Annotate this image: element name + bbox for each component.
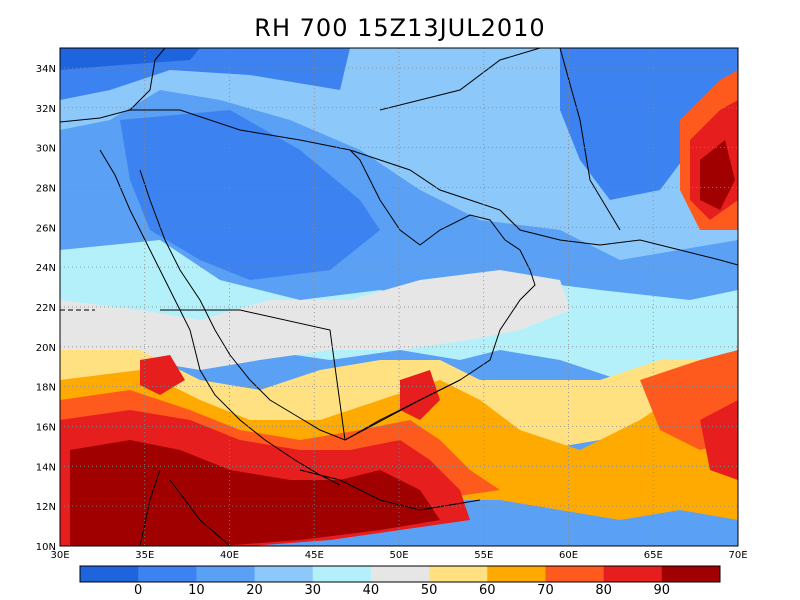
lon-tick-label: 40E [220,550,239,561]
field-red-yemen [400,370,440,420]
lat-tick-label: 22N [36,303,56,314]
lat-tick-label: 30N [36,144,56,155]
lat-tick-label: 18N [36,383,56,394]
lon-tick-label: 65E [644,550,663,561]
lat-tick-label: 16N [36,422,56,433]
border-sudan [139,469,161,546]
lon-tick-label: 55E [474,550,493,561]
border-yemen-oman [344,379,461,441]
coastlines [60,48,738,546]
lat-tick-label: 14N [36,462,56,473]
border-saudi-yemen [160,309,346,441]
colorbar-swatch [138,566,197,582]
colorbar-labels: 0 10 20 30 40 50 60 70 80 90 [134,583,670,598]
lon-tick-label: 60E [559,550,578,561]
lat-tick-label: 28N [36,183,56,194]
lon-tick-label: 35E [135,550,154,561]
coast-somalia [299,469,481,511]
colorbar-swatch [312,566,372,582]
colorbar-label: 70 [537,583,554,598]
lat-tick-label: 26N [36,223,56,234]
coast-red-sea-west [99,149,341,486]
lon-tick-labels: 30E 35E 40E 45E 50E 55E 60E 65E 70E [50,550,747,561]
border-ethiopia [169,479,231,546]
lat-tick-label: 34N [36,64,56,75]
field-darkred-south [70,440,440,546]
lat-tick-label: 20N [36,343,56,354]
colorbar-frame [79,565,721,583]
lon-tick-label: 30E [50,550,69,561]
colorbar-swatch [254,566,314,582]
field-arabia-blue [120,110,380,280]
border-afghanistan [559,48,621,231]
field-darkred-ne [700,140,735,210]
field-red-se [700,400,738,480]
lon-tick-label: 45E [305,550,324,561]
colorbar-swatch [370,566,430,582]
plot-frame [59,47,739,547]
colorbar-label: 10 [188,583,205,598]
lat-tick-labels: 10N 12N 14N 16N 18N 20N 22N 24N 26N 28N 30N 32N 34N [36,64,56,553]
colorbar-label: 60 [479,583,496,598]
field-gray-band [60,270,570,370]
colorbar-label: 90 [654,583,671,598]
map-title: RH 700 15Z13JUL2010 [254,14,546,42]
lat-tick-label: 12N [36,502,56,513]
colorbar-swatch [487,566,546,582]
field-ne-blue [560,48,738,200]
colorbar-swatch [80,566,139,582]
colorbar-label: 80 [595,583,612,598]
field-red-sudan [140,355,185,395]
lat-tick-label: 10N [36,542,56,553]
lon-tick-label: 70E [728,550,747,561]
colorbar-swatch [603,566,663,582]
colorbar-swatch [429,566,488,582]
colorbar-label: 40 [363,583,380,598]
coast-levant [60,48,166,123]
map-grid [60,48,738,546]
lat-tick-label: 24N [36,263,56,274]
colorbar-swatch [661,566,721,582]
colorbar-swatch [196,566,256,582]
colorbar-label: 50 [421,583,438,598]
border-iran-iraq [379,48,541,111]
border-iraq-saudi [130,109,351,151]
coast-gulf [349,149,506,246]
colorbar-label: 0 [134,583,142,598]
lat-tick-label: 32N [36,104,56,115]
lon-tick-label: 50E [389,550,408,561]
colorbar [79,565,721,583]
colorbar-label: 20 [246,583,263,598]
field-nw-darkblue [60,48,200,70]
colorbar-swatch [545,566,605,582]
colorbar-label: 30 [304,583,321,598]
coast-iran [349,149,738,266]
coast-red-sea-east [139,169,296,416]
